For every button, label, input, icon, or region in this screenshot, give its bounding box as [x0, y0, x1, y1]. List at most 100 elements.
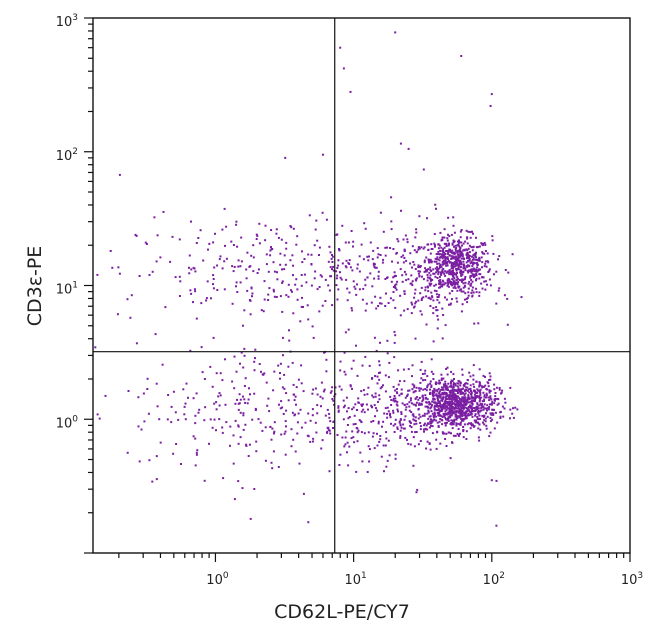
data-point: [498, 287, 501, 290]
data-point: [295, 403, 297, 406]
data-point: [406, 393, 409, 396]
data-point: [469, 268, 472, 271]
data-point: [445, 432, 448, 435]
data-point: [455, 249, 457, 252]
data-point: [445, 408, 448, 411]
data-point: [474, 391, 477, 394]
data-point: [433, 242, 436, 245]
data-point: [458, 285, 461, 288]
data-point: [436, 309, 439, 312]
data-point: [403, 418, 406, 421]
data-point: [292, 264, 294, 267]
data-point: [426, 217, 428, 220]
data-point: [475, 419, 477, 422]
data-point: [452, 383, 455, 386]
data-point: [491, 408, 494, 411]
data-point: [438, 293, 441, 296]
data-point: [447, 277, 450, 280]
data-point: [448, 271, 451, 274]
data-point: [398, 420, 401, 423]
data-point: [451, 278, 454, 281]
data-point: [328, 470, 331, 473]
data-point: [273, 432, 275, 435]
data-point: [390, 220, 393, 223]
data-point: [392, 409, 395, 412]
data-point: [385, 431, 388, 434]
data-point: [446, 373, 449, 376]
data-point: [475, 236, 477, 239]
data-point: [462, 419, 465, 422]
data-point: [345, 430, 348, 433]
data-point: [429, 252, 432, 255]
data-point: [354, 403, 357, 406]
data-point: [327, 284, 330, 287]
data-point: [484, 262, 487, 265]
data-point: [174, 276, 177, 279]
data-point: [352, 359, 355, 362]
data-point: [400, 209, 402, 212]
data-point: [343, 351, 346, 354]
data-point: [435, 290, 438, 293]
data-point: [460, 269, 462, 272]
data-point: [409, 424, 412, 427]
data-point: [483, 407, 486, 410]
data-point: [353, 285, 356, 288]
data-point: [474, 274, 476, 277]
data-point: [462, 404, 465, 407]
data-point: [315, 431, 318, 434]
data-point: [339, 276, 342, 279]
data-point: [423, 261, 426, 264]
data-point: [371, 377, 374, 379]
data-point: [458, 254, 461, 257]
data-point: [410, 411, 413, 414]
data-point: [275, 232, 278, 235]
data-point: [464, 410, 467, 413]
data-point: [193, 288, 196, 291]
data-point: [383, 412, 386, 415]
data-point: [477, 412, 480, 415]
data-point: [425, 424, 428, 427]
data-point: [346, 424, 349, 426]
data-point: [434, 389, 437, 392]
data-point: [212, 287, 215, 290]
data-point: [349, 266, 352, 269]
data-point: [430, 419, 433, 422]
data-point: [435, 393, 438, 396]
data-point: [443, 246, 446, 249]
data-point: [473, 397, 476, 400]
data-point: [453, 263, 456, 266]
data-point: [396, 408, 399, 411]
data-point: [440, 388, 443, 391]
data-point: [394, 287, 397, 289]
data-point: [485, 392, 488, 395]
data-point: [418, 402, 421, 405]
data-point: [457, 428, 460, 430]
data-point: [288, 329, 290, 332]
data-point: [479, 388, 482, 391]
data-point: [442, 396, 445, 399]
data-point: [394, 275, 397, 277]
data-point: [218, 392, 221, 395]
data-point: [441, 393, 444, 396]
data-point: [453, 231, 456, 234]
data-point: [330, 257, 333, 260]
data-point: [425, 295, 428, 298]
data-point: [354, 423, 357, 425]
data-point: [380, 302, 383, 305]
data-point: [285, 294, 288, 297]
data-point: [451, 252, 454, 255]
data-point: [301, 261, 304, 264]
data-point: [501, 405, 504, 408]
data-point: [409, 399, 412, 402]
data-point: [461, 412, 464, 415]
data-point: [314, 270, 317, 273]
data-point: [501, 389, 504, 392]
data-point: [467, 396, 470, 399]
data-point: [218, 404, 221, 407]
data-point: [440, 379, 443, 381]
data-point: [480, 404, 483, 407]
data-point: [161, 363, 164, 366]
data-point: [313, 277, 316, 280]
data-point: [310, 284, 313, 287]
data-point: [414, 236, 417, 239]
